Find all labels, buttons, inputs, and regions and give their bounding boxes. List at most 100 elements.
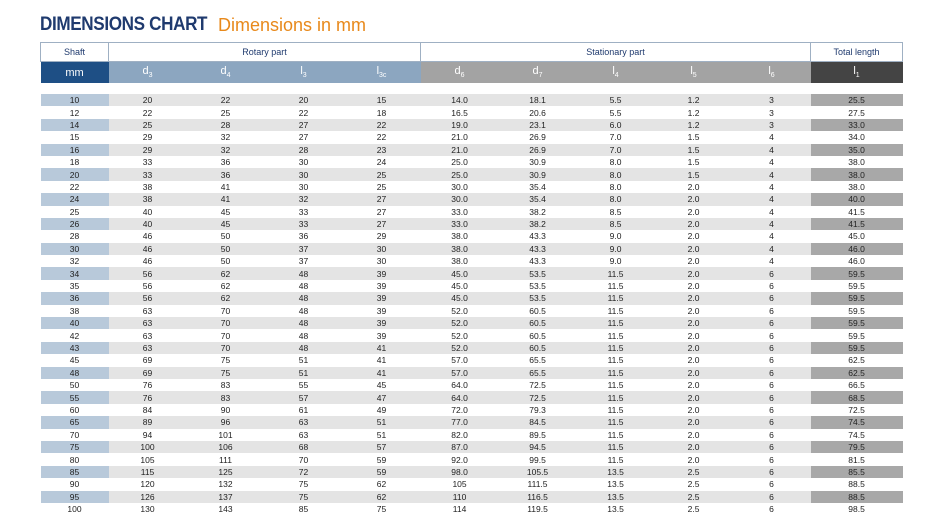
table-cell: 50 <box>220 256 231 267</box>
table-cell: 99.5 <box>529 454 546 465</box>
table-cell: 33 <box>264 217 343 231</box>
table-cell: 130 <box>140 504 155 515</box>
table-cell: 60 <box>69 404 80 415</box>
table-row: 70 94 101 63 51 82.0 89.5 11.5 2.0 6 74.5 <box>41 429 903 441</box>
table-cell: 2.5 <box>654 465 733 479</box>
table-cell: 45.0 <box>420 292 499 305</box>
table-cell: 4 <box>732 143 811 156</box>
table-cell: 13.5 <box>607 479 624 490</box>
table-cell: 6 <box>732 490 811 503</box>
table-cell: 26.9 <box>498 143 577 156</box>
table-cell: 37 <box>264 242 343 256</box>
table-cell: 41 <box>186 193 265 206</box>
table-cell: 70 <box>220 330 231 341</box>
table-cell: 51 <box>298 355 309 366</box>
table-cell: 63 <box>108 341 187 355</box>
table-cell: 84 <box>142 404 153 415</box>
table-cell: 74.5 <box>848 429 865 440</box>
table-cell: 95 <box>40 490 109 503</box>
table-cell: 2.0 <box>654 391 733 404</box>
table-cell: 46.0 <box>848 256 865 267</box>
table-cell: 6 <box>769 380 774 391</box>
group-total-length: Total length <box>810 42 904 62</box>
table-cell: 30 <box>376 256 387 267</box>
col-d3: d3 <box>108 61 187 83</box>
table-cell: 61 <box>298 404 309 415</box>
table-cell: 64.0 <box>451 380 468 391</box>
table-cell: 45 <box>69 355 80 366</box>
table-cell: 11.5 <box>607 281 624 292</box>
table-cell: 105.5 <box>498 465 577 479</box>
table-cell: 126 <box>108 490 187 503</box>
table-cell: 24 <box>376 157 387 168</box>
table-cell: 9.0 <box>609 256 622 267</box>
table-cell: 6 <box>732 416 811 429</box>
table-cell: 4 <box>769 206 774 217</box>
table-cell: 48 <box>264 341 343 355</box>
table-cell: 43.3 <box>498 242 577 256</box>
table-cell: 4 <box>732 242 811 256</box>
table-cell: 63 <box>142 330 153 341</box>
table-cell: 6 <box>732 391 811 404</box>
table-cell: 48 <box>264 317 343 330</box>
group-stationary-part: Stationary part <box>420 42 811 62</box>
table-cell: 11.5 <box>607 380 624 391</box>
table-cell: 38 <box>142 181 153 192</box>
table-cell: 6.0 <box>576 118 655 132</box>
table-cell: 59.5 <box>810 317 903 330</box>
table-cell: 2.0 <box>687 330 700 341</box>
table-cell: 2.0 <box>654 416 733 429</box>
table-cell: 16.5 <box>451 107 468 118</box>
table-cell: 2.5 <box>654 490 733 503</box>
table-cell: 79.5 <box>810 440 903 454</box>
table-cell: 77.0 <box>420 416 499 429</box>
table-cell: 2.5 <box>687 479 700 490</box>
table-cell: 68.5 <box>810 391 903 404</box>
table-cell: 25 <box>108 118 187 132</box>
table-row: 15 29 32 27 22 21.0 26.9 7.0 1.5 4 34.0 <box>41 131 903 143</box>
table-cell: 4 <box>769 132 774 143</box>
table-cell: 11.5 <box>576 391 655 404</box>
table-cell: 90 <box>220 404 231 415</box>
table-row: 14 25 28 27 22 19.0 23.1 6.0 1.2 3 33.0 <box>40 118 903 132</box>
table-cell: 132 <box>218 479 233 490</box>
table-cell: 62.5 <box>848 355 865 366</box>
table-cell: 22 <box>342 118 421 132</box>
table-cell: 41 <box>342 366 421 379</box>
table-cell: 48 <box>264 292 343 305</box>
table-row: 34 56 62 48 39 45.0 53.5 11.5 2.0 6 59.5 <box>40 267 903 280</box>
table-cell: 98.5 <box>848 504 865 515</box>
table-cell: 25.0 <box>451 157 468 168</box>
table-cell: 8.0 <box>576 193 655 206</box>
table-row: 85 115 125 72 59 98.0 105.5 13.5 2.5 6 85.5 <box>40 465 903 479</box>
table-cell: 87.0 <box>420 440 499 454</box>
table-cell: 43.3 <box>529 231 546 242</box>
table-cell: 39 <box>376 305 387 316</box>
table-row: 65 89 96 63 51 77.0 84.5 11.5 2.0 6 74.5 <box>40 416 903 429</box>
table-cell: 50 <box>186 242 265 256</box>
table-cell: 2.0 <box>654 317 733 330</box>
table-cell: 75 <box>220 355 231 366</box>
table-row: 100 130 143 85 75 114 119.5 13.5 2.5 6 98.5 <box>41 503 903 515</box>
table-cell: 30 <box>298 157 309 168</box>
table-cell: 8.0 <box>609 157 622 168</box>
table-cell: 35 <box>69 281 80 292</box>
table-cell: 2.0 <box>654 292 733 305</box>
chart-title: DIMENSIONS CHART Dimensions in mm <box>40 14 366 36</box>
table-cell: 34 <box>40 267 109 280</box>
table-cell: 34.0 <box>848 132 865 143</box>
table-cell: 29 <box>108 143 187 156</box>
table-cell: 76 <box>142 380 153 391</box>
table-cell: 3 <box>732 118 811 132</box>
table-cell: 85 <box>298 504 309 515</box>
table-cell: 11.5 <box>607 404 624 415</box>
table-cell: 2.0 <box>687 454 700 465</box>
table-cell: 23 <box>342 143 421 156</box>
table-cell: 8.5 <box>609 206 622 217</box>
table-cell: 33.0 <box>451 206 468 217</box>
table-row: 95 126 137 75 62 110 116.5 13.5 2.5 6 88.5 <box>40 490 903 503</box>
table-cell: 48 <box>298 281 309 292</box>
table-row: 50 76 83 55 45 64.0 72.5 11.5 2.0 6 66.5 <box>41 379 903 391</box>
table-cell: 46.0 <box>810 242 903 256</box>
table-cell: 41 <box>342 341 421 355</box>
